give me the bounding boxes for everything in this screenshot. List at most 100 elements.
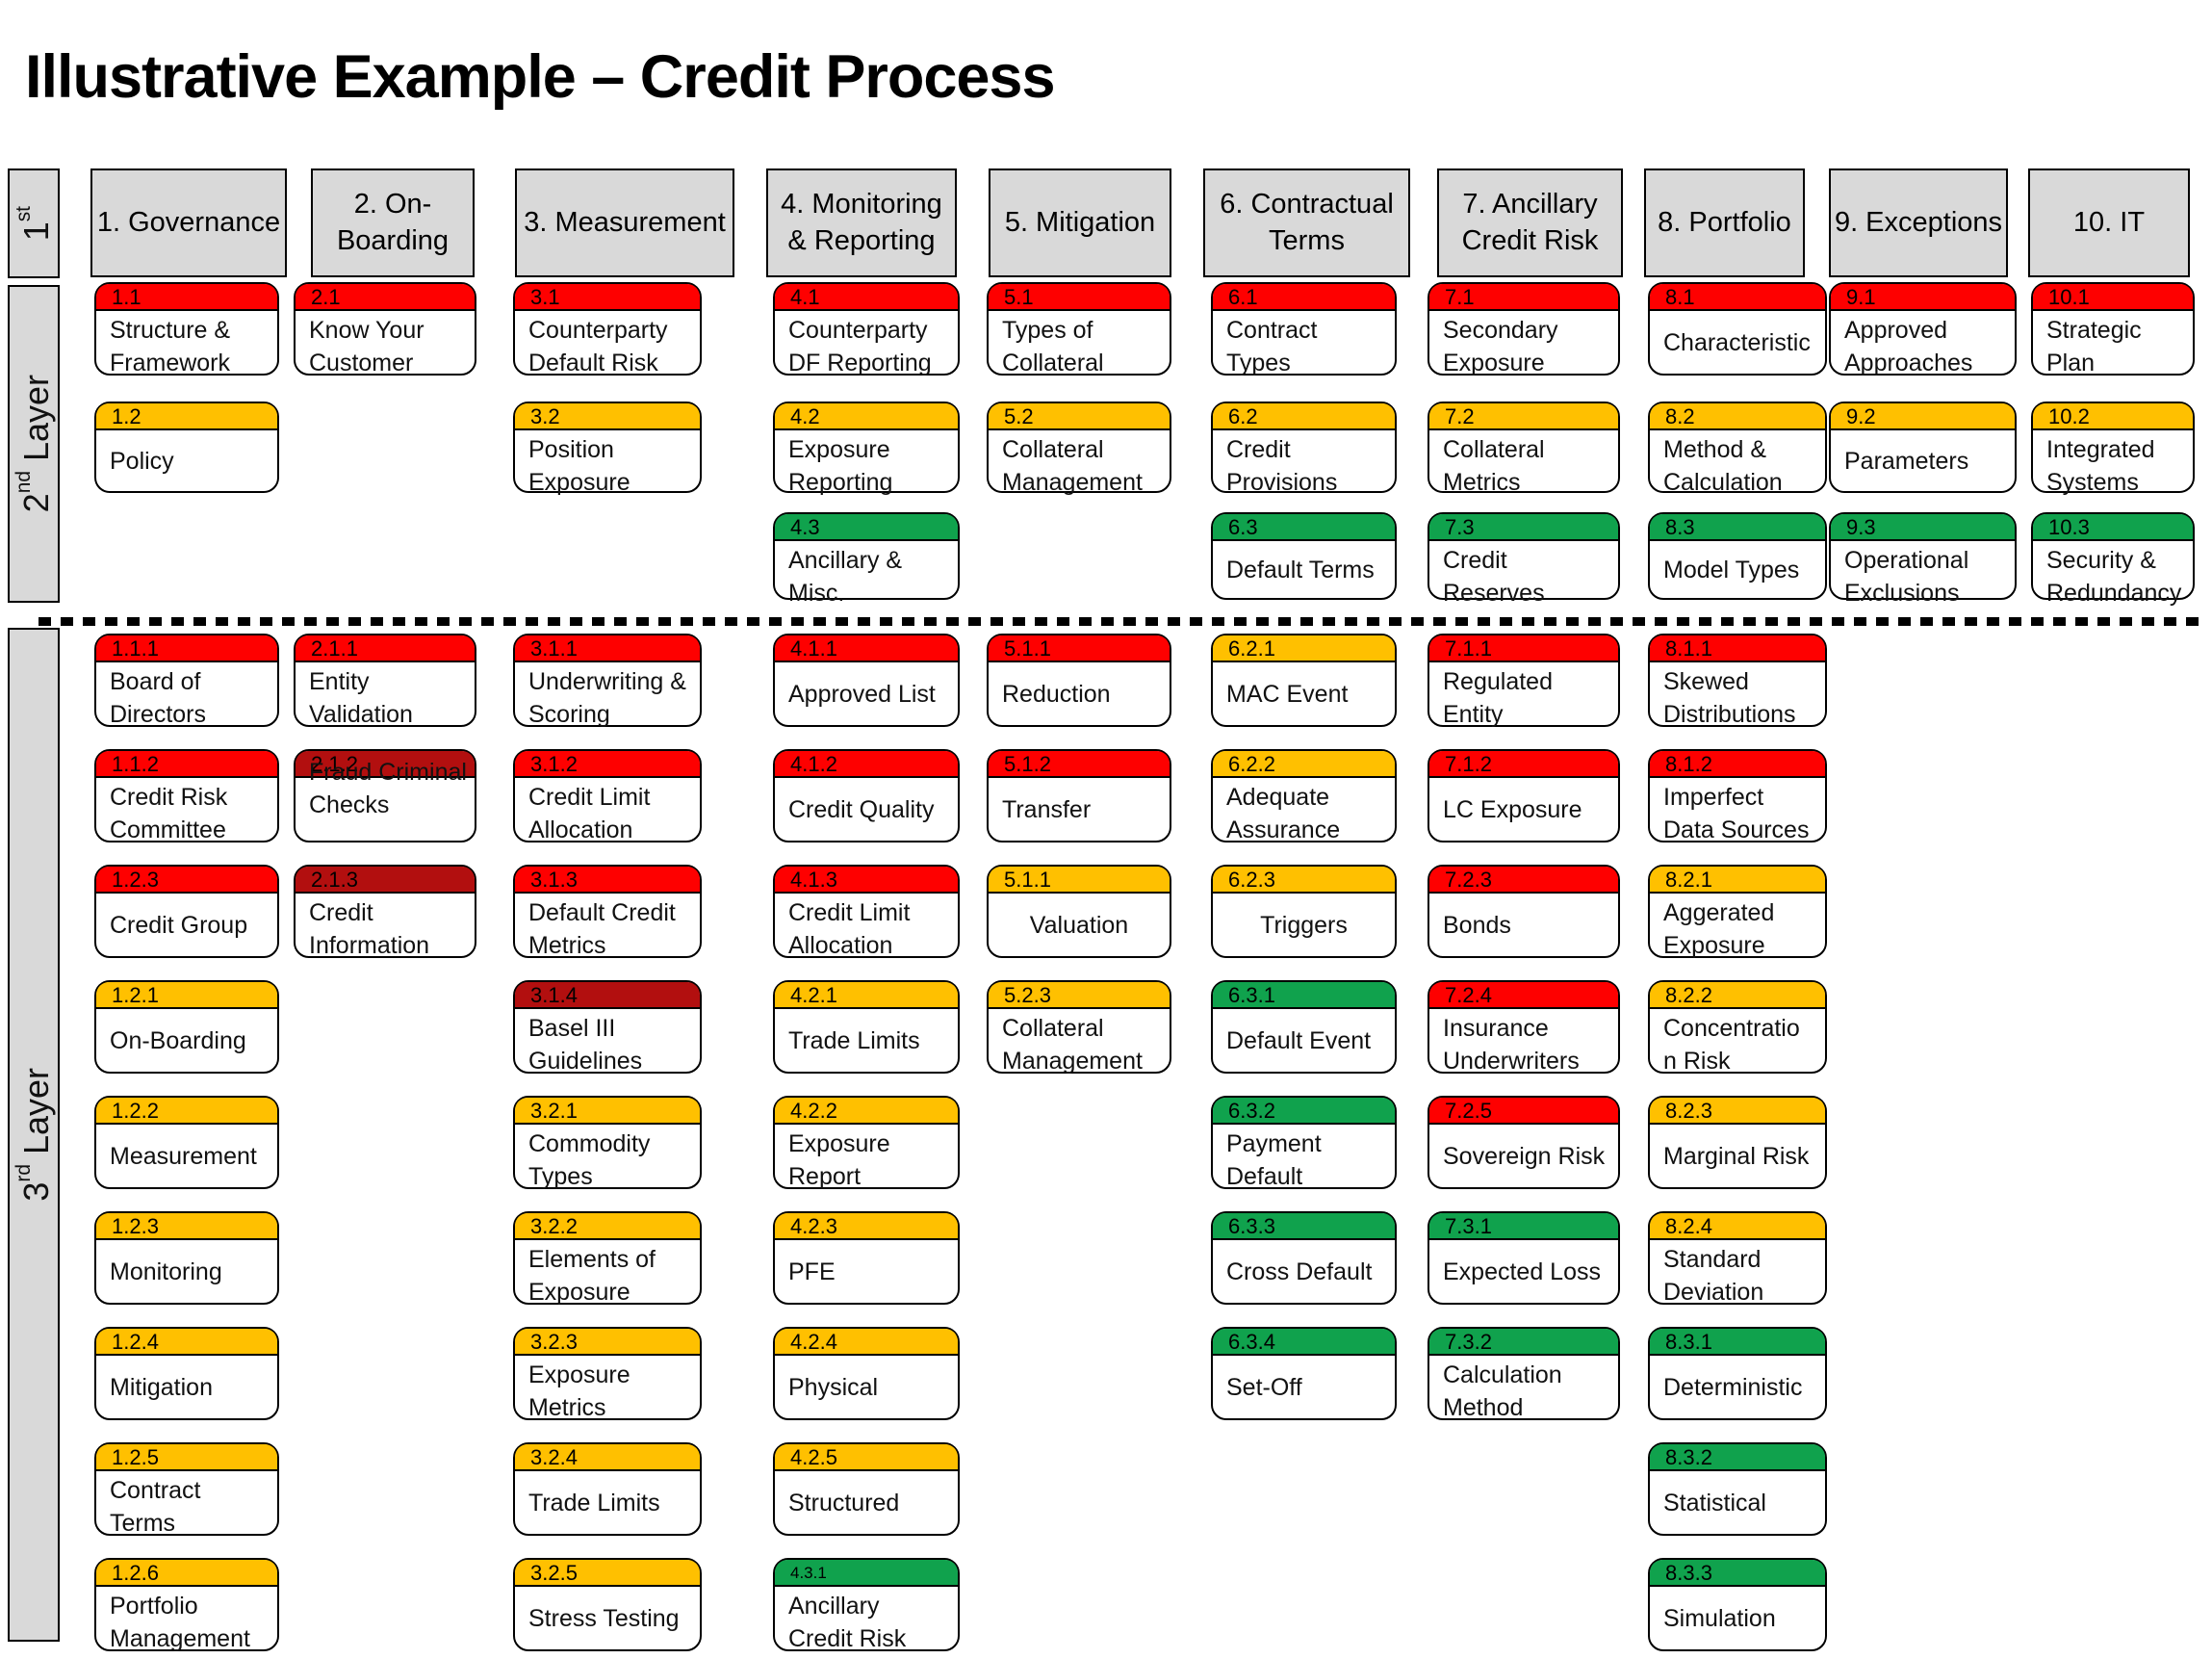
card-header: 8.3.2 bbox=[1650, 1444, 1825, 1471]
process-card-1-2-2: 1.2.2 Measurement bbox=[94, 1096, 279, 1189]
card-header: 8.3.1 bbox=[1650, 1329, 1825, 1356]
process-card-5-1-2: 5.1.2 Transfer bbox=[987, 749, 1171, 842]
process-card-2-1-3: 2.1.3 Credit Information bbox=[294, 865, 476, 959]
card-label: Exposure Report bbox=[788, 1130, 890, 1190]
card-number: 5.1 bbox=[1004, 285, 1034, 309]
card-number: 7.2.3 bbox=[1445, 868, 1492, 892]
process-card-6-3-2: 6.3.2 Payment Default bbox=[1211, 1096, 1397, 1190]
card-label: Parameters bbox=[1844, 447, 1969, 475]
card-label: Counterparty Default Risk bbox=[528, 317, 668, 376]
process-card-8-2-1: 8.2.1 Aggerated Exposure bbox=[1648, 865, 1827, 959]
card-header: 7.2.4 bbox=[1429, 982, 1618, 1009]
card-number: 6.3.2 bbox=[1228, 1099, 1275, 1123]
card-number: 7.2.5 bbox=[1445, 1099, 1492, 1123]
card-header: 6.1 bbox=[1213, 284, 1395, 311]
process-card-7-1-2: 7.1.2 LC Exposure bbox=[1428, 749, 1620, 842]
card-number: 5.2.3 bbox=[1004, 983, 1051, 1007]
process-card-4-2-3: 4.2.3 PFE bbox=[773, 1211, 960, 1305]
card-number: 6.2.3 bbox=[1228, 868, 1275, 892]
card-number: 2.1 bbox=[311, 285, 341, 309]
process-card-1-2-5: 1.2.5 Contract Terms bbox=[94, 1442, 279, 1537]
process-card-8-2-2: 8.2.2 Concentratio n Risk bbox=[1648, 980, 1827, 1075]
card-header: 6.3.1 bbox=[1213, 982, 1395, 1009]
card-number: 8.1.1 bbox=[1665, 636, 1712, 661]
card-label: Aggerated Exposure bbox=[1663, 899, 1775, 959]
card-header: 7.2.5 bbox=[1429, 1098, 1618, 1125]
card-number: 8.3.1 bbox=[1665, 1330, 1712, 1354]
card-header: 8.3.3 bbox=[1650, 1560, 1825, 1587]
card-number: 4.2.1 bbox=[790, 983, 837, 1007]
process-card-3-2-5: 3.2.5 Stress Testing bbox=[513, 1558, 702, 1651]
card-number: 8.3.3 bbox=[1665, 1561, 1712, 1585]
card-header: 4.2.5 bbox=[775, 1444, 958, 1471]
card-header: 3.2.5 bbox=[515, 1560, 700, 1587]
card-label: LC Exposure bbox=[1443, 795, 1582, 823]
card-header: 3.2.1 bbox=[515, 1098, 700, 1125]
card-header: 1.1.1 bbox=[96, 635, 277, 662]
card-number: 2.1.3 bbox=[311, 868, 358, 892]
card-label: Calculation Method bbox=[1443, 1361, 1562, 1421]
process-card-5-1-1: 5.1.1 Valuation bbox=[987, 865, 1171, 958]
card-number: 1.1 bbox=[112, 285, 141, 309]
page-title: Illustrative Example – Credit Process bbox=[25, 43, 1055, 112]
card-number: 6.2.2 bbox=[1228, 752, 1275, 776]
card-header: 6.2.3 bbox=[1213, 867, 1395, 894]
card-header: 5.1 bbox=[989, 284, 1170, 311]
process-card-3-2-4: 3.2.4 Trade Limits bbox=[513, 1442, 702, 1536]
process-card-8-2: 8.2 Method & Calculation bbox=[1648, 402, 1827, 496]
card-label: Board of Directors bbox=[110, 668, 207, 728]
card-label: Approved List bbox=[788, 680, 936, 708]
process-card-3-2-1: 3.2.1 Commodity Types bbox=[513, 1096, 702, 1190]
process-card-7-2-3: 7.2.3 Bonds bbox=[1428, 865, 1620, 958]
card-header: 4.2.1 bbox=[775, 982, 958, 1009]
card-number: 7.3 bbox=[1445, 515, 1475, 539]
process-card-8-1-2: 8.1.2 Imperfect Data Sources bbox=[1648, 749, 1827, 843]
card-header: 7.3.1 bbox=[1429, 1213, 1618, 1240]
card-number: 10.2 bbox=[2048, 404, 2090, 428]
process-card-3-1-2: 3.1.2 Credit Limit Allocation bbox=[513, 749, 702, 843]
card-header: 8.1.1 bbox=[1650, 635, 1825, 662]
card-label: Structured bbox=[788, 1489, 900, 1516]
card-label: Credit Limit Allocation bbox=[528, 784, 651, 843]
card-label: Secondary Exposure bbox=[1443, 317, 1558, 376]
card-label: Transfer bbox=[1002, 795, 1092, 823]
process-card-1-2: 1.2 Policy bbox=[94, 402, 279, 493]
card-header: 8.2 bbox=[1650, 403, 1825, 430]
card-header: 3.1.1 bbox=[515, 635, 700, 662]
card-number: 7.1 bbox=[1445, 285, 1475, 309]
card-label: Contract Types bbox=[1226, 317, 1318, 376]
card-number: 3.1.2 bbox=[530, 752, 578, 776]
card-header: 3.1.2 bbox=[515, 751, 700, 778]
card-number: 8.2.4 bbox=[1665, 1214, 1712, 1238]
card-label: Imperfect Data Sources bbox=[1663, 784, 1810, 843]
card-number: 2.1.2 bbox=[311, 752, 358, 776]
card-label: Position Exposure bbox=[528, 436, 630, 496]
process-card-5-1: 5.1 Types of Collateral bbox=[987, 282, 1171, 376]
card-label: Security & Redundancy bbox=[2046, 547, 2182, 607]
card-header: 4.2.4 bbox=[775, 1329, 958, 1356]
card-number: 3.2.1 bbox=[530, 1099, 578, 1123]
card-header: 7.2.3 bbox=[1429, 867, 1618, 894]
card-header: 5.2.3 bbox=[989, 982, 1170, 1009]
card-header: 1.2.4 bbox=[96, 1329, 277, 1356]
card-label: Model Types bbox=[1663, 556, 1800, 583]
card-number: 6.3.3 bbox=[1228, 1214, 1275, 1238]
card-header: 4.1.3 bbox=[775, 867, 958, 894]
card-label: Trade Limits bbox=[788, 1026, 920, 1054]
card-label: Credit Group bbox=[110, 911, 248, 939]
card-label: Default Credit Metrics bbox=[528, 899, 676, 959]
card-header: 2.1.2 bbox=[296, 751, 475, 778]
card-label: Portfolio Management bbox=[110, 1593, 250, 1652]
process-card-5-1-1: 5.1.1 Reduction bbox=[987, 634, 1171, 727]
card-number: 6.3.4 bbox=[1228, 1330, 1275, 1354]
card-header: 6.3.3 bbox=[1213, 1213, 1395, 1240]
card-number: 1.1.2 bbox=[112, 752, 159, 776]
card-number: 6.3.1 bbox=[1228, 983, 1275, 1007]
card-header: 9.2 bbox=[1831, 403, 2015, 430]
card-label: Bonds bbox=[1443, 911, 1511, 939]
card-number: 6.1 bbox=[1228, 285, 1258, 309]
card-label: Underwriting & Scoring bbox=[528, 668, 686, 728]
card-label: Default Event bbox=[1226, 1026, 1372, 1054]
card-label: Collateral Management bbox=[1002, 1015, 1143, 1075]
card-number: 9.3 bbox=[1846, 515, 1876, 539]
